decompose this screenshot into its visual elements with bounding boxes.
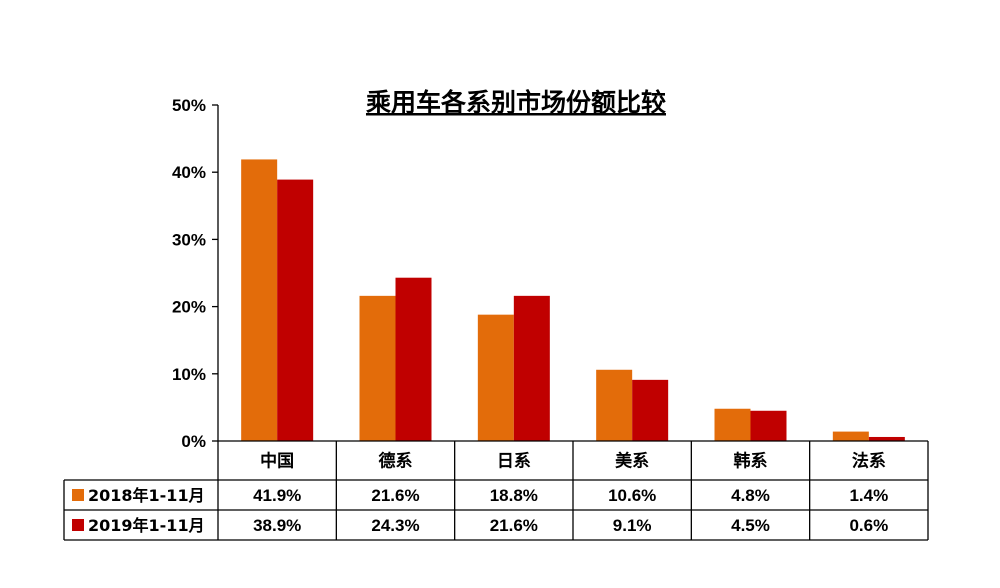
axes: 0% 10% 20% 30% 40% 50%	[172, 96, 219, 451]
data-label: 21.6%	[371, 486, 419, 505]
data-label: 1.4%	[849, 486, 888, 505]
y-tick-label: 20%	[172, 298, 206, 317]
y-tick-label: 10%	[172, 365, 206, 384]
y-tick-label: 30%	[172, 230, 206, 249]
bar-2018	[832, 431, 869, 441]
data-label: 10.6%	[608, 486, 656, 505]
legend-label: 2019年1-11月	[88, 516, 205, 535]
category-label: 德系	[379, 451, 413, 472]
category-label: 韩系	[734, 451, 768, 472]
bar-2019	[395, 277, 432, 441]
data-label: 9.1%	[613, 516, 652, 535]
category-label: 中国	[260, 451, 294, 472]
legend-label: 2018年1-11月	[88, 486, 205, 505]
data-label: 41.9%	[253, 486, 301, 505]
legend-swatch	[72, 519, 84, 531]
y-tick-label: 50%	[172, 96, 206, 115]
bar-2018	[596, 369, 633, 441]
category-label: 美系	[615, 451, 649, 472]
bar-2018	[714, 408, 751, 441]
data-label: 24.3%	[371, 516, 419, 535]
legend-swatch	[72, 489, 84, 501]
data-label: 18.8%	[490, 486, 538, 505]
chart-title: 乘用车各系别市场份额比较	[366, 88, 666, 117]
data-label: 38.9%	[253, 516, 301, 535]
category-label: 日系	[497, 452, 531, 472]
bars	[241, 159, 905, 442]
bar-2018	[359, 295, 396, 441]
data-label: 21.6%	[490, 516, 538, 535]
data-table: 中国 德系 日系 美系 韩系 法系 2018年1-11月 41.9% 21.6% 18.8% 10.…	[63, 440, 929, 541]
bar-2019	[750, 410, 787, 441]
bar-2019	[632, 379, 669, 441]
y-tick-label: 40%	[172, 163, 206, 182]
bar-2018	[241, 159, 278, 441]
bar-2019	[513, 295, 550, 441]
bar-2019	[277, 179, 314, 442]
y-tick-label: 0%	[181, 432, 206, 451]
data-label: 4.5%	[731, 516, 770, 535]
data-label: 0.6%	[849, 516, 888, 535]
data-label: 4.8%	[731, 486, 770, 505]
bar-2019	[868, 436, 905, 441]
category-label: 法系	[852, 451, 886, 472]
bar-2018	[477, 314, 514, 441]
